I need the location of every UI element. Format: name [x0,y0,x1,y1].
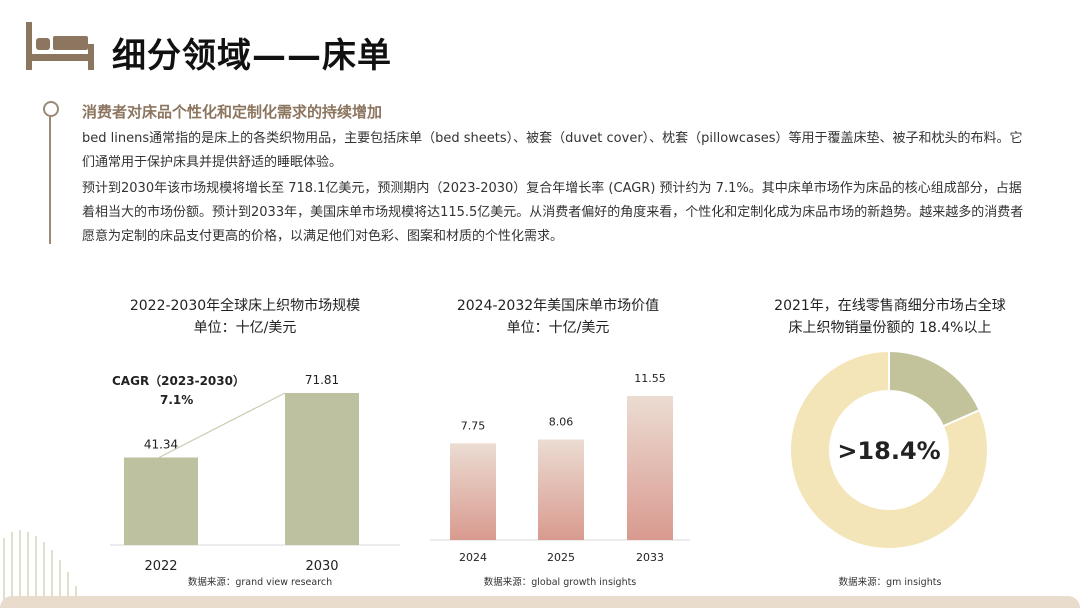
chart1-tick-label-2022: 2022 [144,559,177,574]
chart1-cagr-connector [158,392,286,459]
chart1-subtitle: 单位：十亿/美元 [193,320,297,336]
chart3-subtitle: 床上织物销量份额的 18.4%以上 [788,320,992,336]
chart2-value-label-2033: 11.55 [634,372,666,385]
chart1-title: 2022-2030年全球床上织物市场规模 单位：十亿/美元 [120,295,370,339]
forecast-paragraph: 预计到2030年该市场规模将增长至 718.1亿美元，预测期内（2023-203… [82,181,1024,244]
bed-icon [26,22,94,70]
chart2-title-line1: 2024-2032年美国床单市场价值 [456,298,660,314]
chart3-title-line1: 2021年，在线零售商细分市场占全球 [774,298,1006,314]
chart1-tick-label-2030: 2030 [305,559,338,574]
chart2-bar-2024 [450,443,496,540]
intro-paragraph: bed linens通常指的是床上的各类织物用品，主要包括床单（bed shee… [82,131,1023,170]
section-heading: 消费者对床品个性化和定制化需求的持续增加 [82,103,383,121]
chart2-tick-label-2033: 2033 [636,551,664,564]
chart1-source: 数据来源：grand view research [187,577,333,588]
chart2-tick-label-2025: 2025 [547,551,575,564]
cagr-label: CAGR（2023-2030） [112,374,245,388]
chart2-title: 2024-2032年美国床单市场价值 单位：十亿/美元 [433,295,683,339]
bottom-band [0,596,1080,608]
chart2-source: 数据来源：global growth insights [483,577,637,588]
chart2-tick-label-2024: 2024 [459,551,487,564]
chart2-bar-2025 [538,439,584,540]
chart1-bar-2022 [124,457,198,545]
chart2-value-label-2025: 8.06 [549,416,574,429]
cagr-value: 7.1% [160,393,194,407]
chart3-slice-1 [789,349,989,550]
chart2-value-label-2024: 7.75 [461,419,486,432]
timeline-dot [43,101,59,117]
page-title: 细分领域——床单 [112,36,392,76]
chart3-title: 2021年，在线零售商细分市场占全球 床上织物销量份额的 18.4%以上 [760,295,1020,339]
chart2-subtitle: 单位：十亿/美元 [506,320,610,336]
chart1-bar-2030 [285,393,359,545]
chart1-value-label-2022: 41.34 [144,437,178,451]
chart1-title-line1: 2022-2030年全球床上织物市场规模 [129,298,361,314]
chart3-center-label: >18.4% [837,437,940,465]
chart2-bar-2033 [627,396,673,540]
chart3-source: 数据来源：gm insights [838,577,942,588]
timeline-line [49,116,51,244]
chart3-slice-0 [888,349,981,428]
chart1-value-label-2030: 71.81 [305,373,339,387]
